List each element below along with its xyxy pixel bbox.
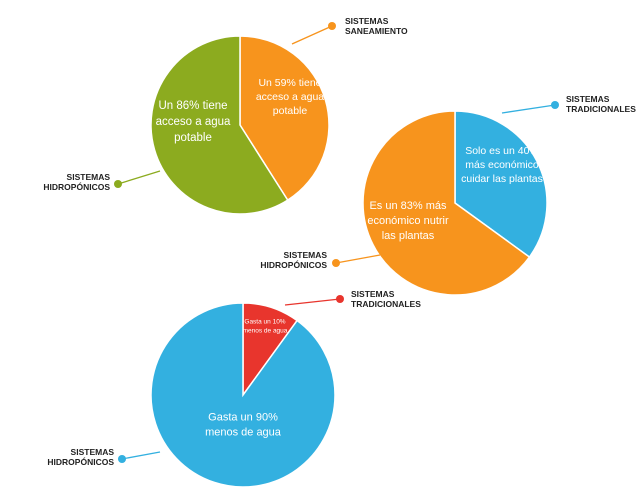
series-label: SISTEMAS HIDROPÓNICOS [43,172,110,192]
callout-dot [114,180,122,188]
callout-dot [336,295,344,303]
callout-line [117,170,161,185]
pie-slice [150,35,289,215]
callout-line [291,25,333,45]
slice-data-label: Gasta un 90% menos de agua [205,412,282,439]
series-label: SISTEMAS HIDROPÓNICOS [47,447,114,467]
callout-dot [332,259,340,267]
slice-data-label: Un 59% tiene acceso a agua potable [256,77,324,117]
pie-chart-2: Solo es un 40% más económico cuidar las pl… [260,94,636,296]
series-label: SISTEMAS HIDROPÓNICOS [260,250,327,270]
callout-dot [118,455,126,463]
slice-data-label: Gasta un 10% menos de agua [243,319,288,335]
pie-slice [454,110,548,259]
callout-line [121,451,161,460]
series-label: SISTEMAS TRADICIONALES [566,94,636,114]
callout-dot [551,101,559,109]
slice-data-label: Un 86% tiene acceso a agua potable [156,100,231,144]
callout-line [335,254,381,264]
slice-data-label: Solo es un 40% más económico cuidar las pl… [461,145,543,185]
callout-line [501,104,556,114]
slice-data-label: Es un 83% más económico nutrir las plantas [367,200,449,242]
series-label: SISTEMAS SANEAMIENTO [345,16,408,36]
pie-slice [362,110,531,296]
callout-dot [328,22,336,30]
pie-chart-1: Un 59% tiene acceso a agua potable Un 86% t… [43,16,408,215]
pie-slice [150,302,336,488]
callout-line [284,298,341,306]
pie-chart-3: Gasta un 10% menos de agua Gasta un 90% men… [47,289,421,488]
series-label: SISTEMAS TRADICIONALES [351,289,421,309]
